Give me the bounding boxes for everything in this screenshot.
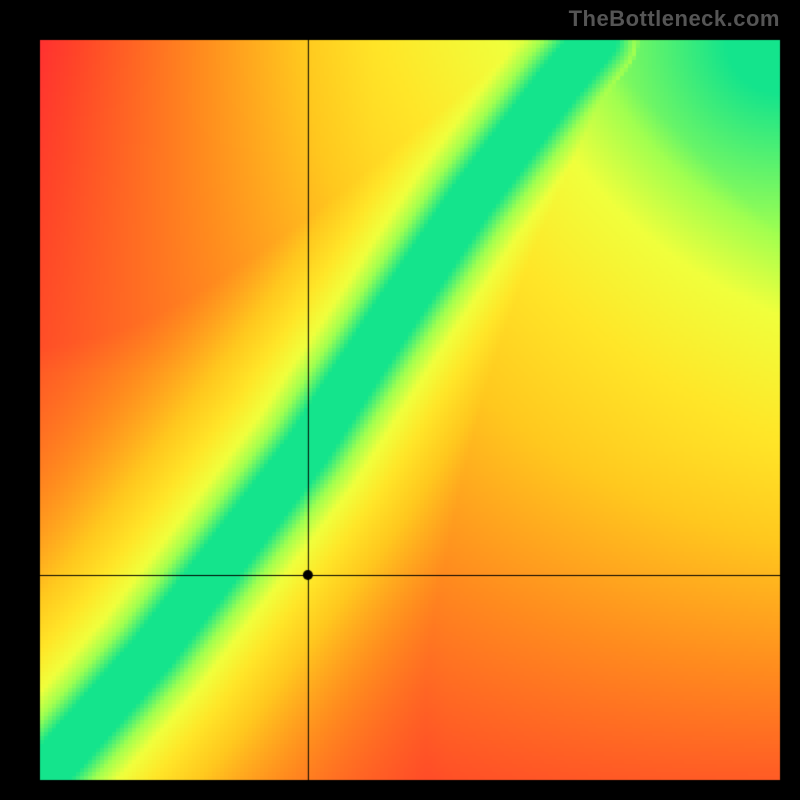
watermark-text: TheBottleneck.com <box>569 6 780 32</box>
chart-container: TheBottleneck.com <box>0 0 800 800</box>
heatmap-canvas <box>0 0 800 800</box>
